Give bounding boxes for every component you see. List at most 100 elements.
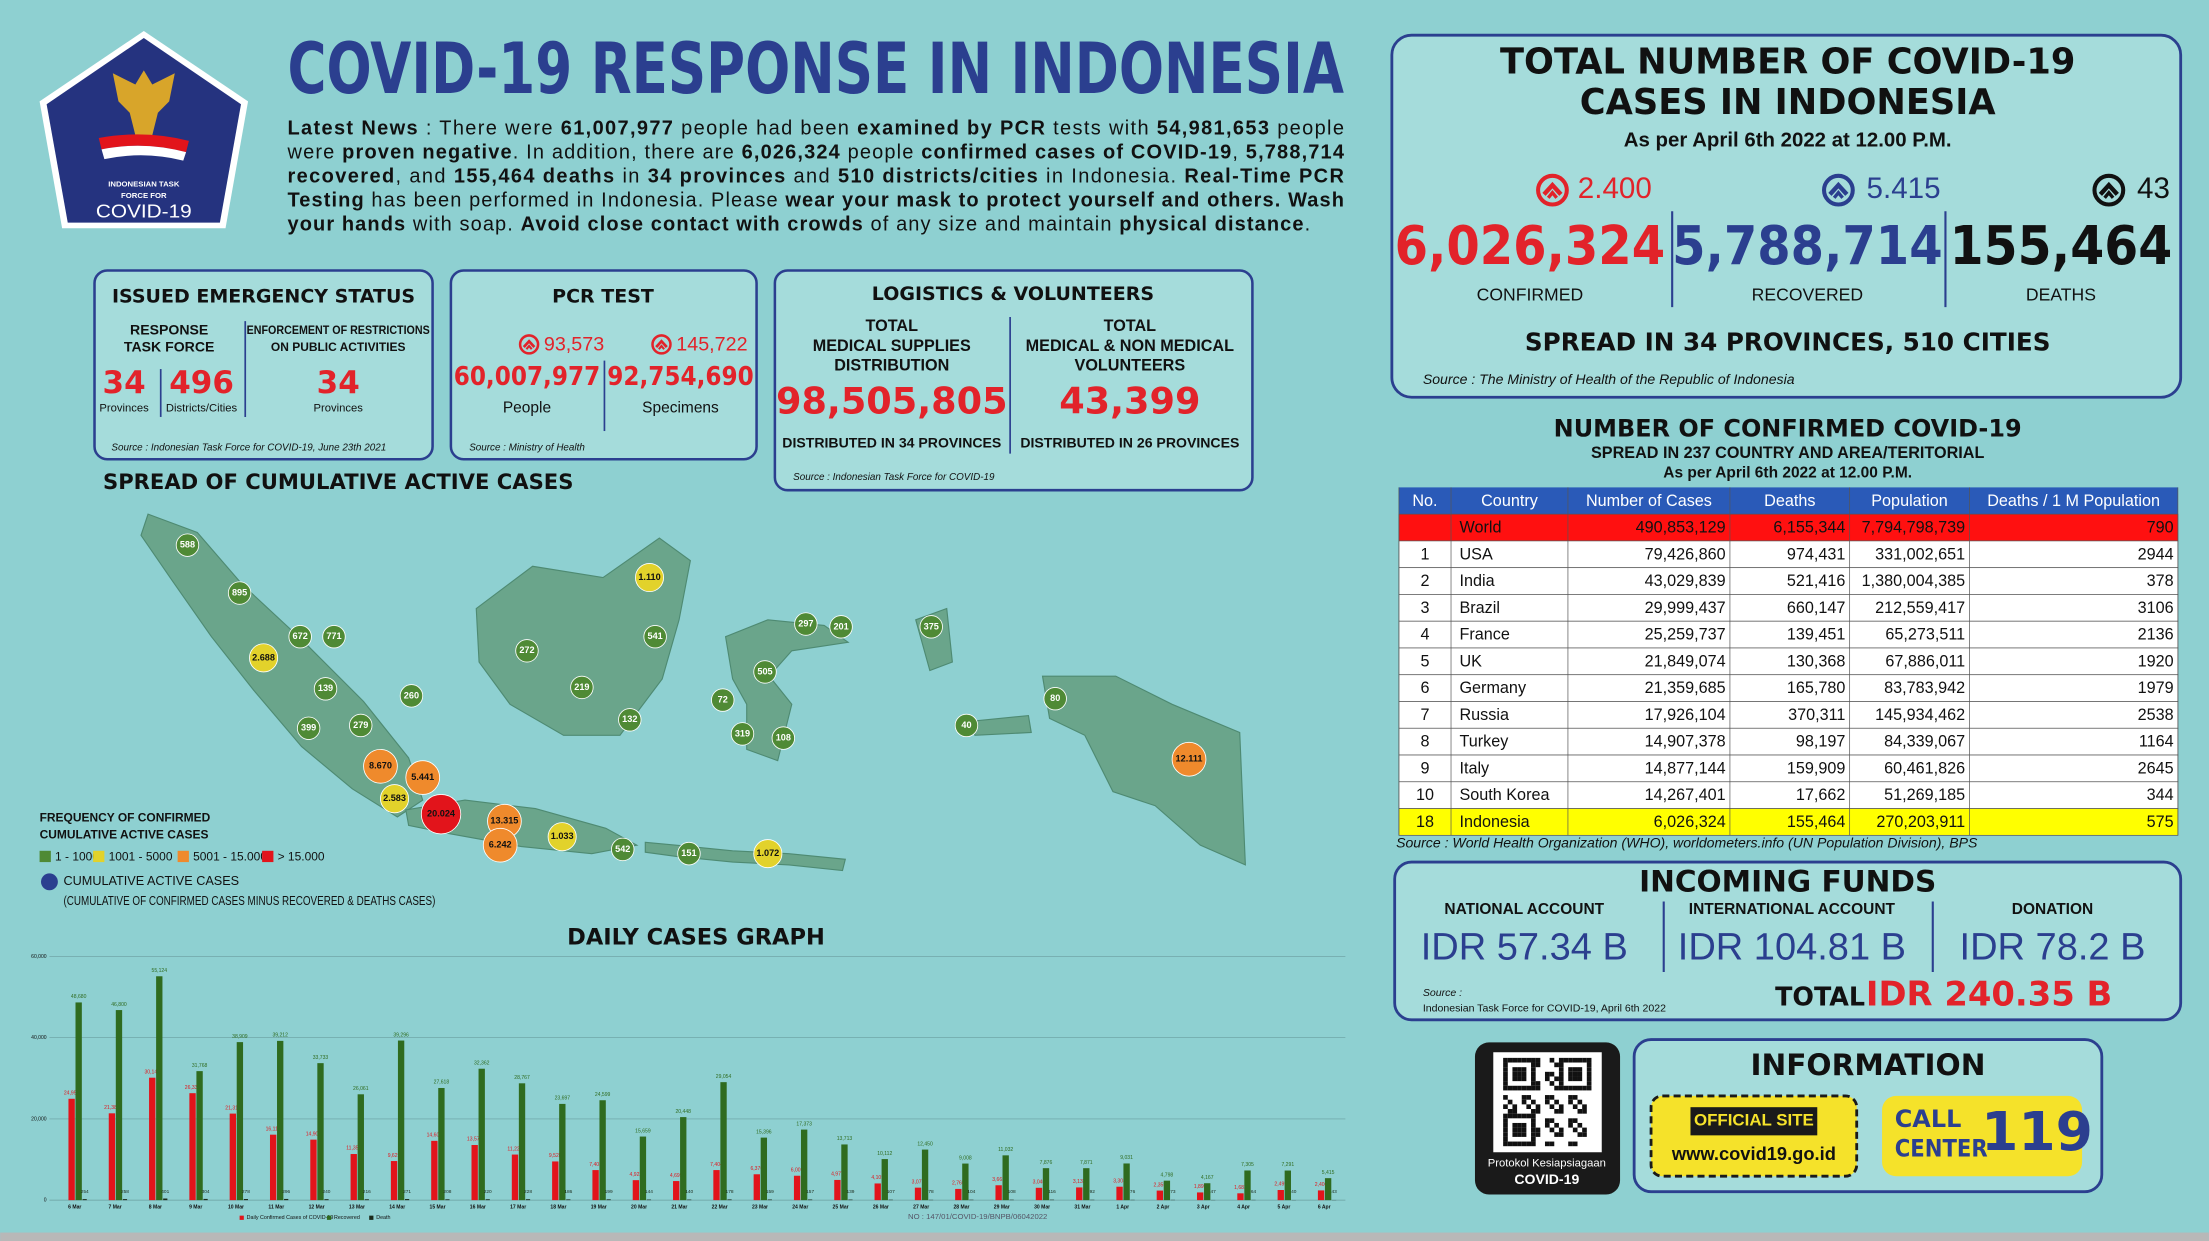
value-label: 140 <box>685 1189 693 1195</box>
value-label: 4,167 <box>1201 1175 1214 1181</box>
qr-module <box>1549 1057 1555 1063</box>
bar <box>1042 1168 1050 1201</box>
column-head: RESPONSE <box>130 322 208 338</box>
table-cell: Russia <box>1459 706 1508 724</box>
increase-value: 5.415 <box>1867 172 1941 205</box>
qr-module <box>1507 1141 1513 1147</box>
qr-module <box>1535 1127 1541 1133</box>
table-cell: 21,359,685 <box>1645 679 1726 697</box>
value-label: 2,400 <box>1315 1182 1328 1188</box>
stat-value: 92,754,690 <box>607 362 753 392</box>
table-cell: 67,886,011 <box>1885 652 1965 670</box>
qr-module <box>1512 1071 1518 1077</box>
call-label: CALL <box>1895 1105 1962 1133</box>
qr-module <box>1517 1113 1522 1119</box>
qr-module <box>1572 1141 1578 1147</box>
table-header: No. <box>1412 492 1437 510</box>
bar <box>364 1199 369 1201</box>
map-bubble <box>635 563 665 593</box>
value-label: 47 <box>1211 1189 1217 1195</box>
bar <box>1196 1192 1204 1201</box>
bar <box>727 1199 732 1201</box>
bar <box>310 1139 317 1201</box>
value-label: 228 <box>524 1189 532 1195</box>
map-title: SPREAD OF CUMULATIVE ACTIVE CASES <box>103 469 573 494</box>
qr-module <box>1582 1057 1587 1063</box>
bar <box>639 1136 647 1201</box>
bar <box>284 1198 289 1201</box>
stat-note: DISTRIBUTED IN 26 PROVINCES <box>1020 434 1239 450</box>
value-label: 76 <box>1130 1189 1136 1195</box>
table-cell: 29,999,437 <box>1645 599 1726 617</box>
garuda <box>112 70 175 136</box>
map-bubble-label: 297 <box>798 618 813 628</box>
value-label: 401 <box>161 1189 169 1195</box>
value-label: 21,380 <box>104 1105 120 1111</box>
qr-module <box>1554 1109 1559 1114</box>
bar <box>713 1170 720 1201</box>
qr-module <box>1503 1085 1508 1091</box>
qr-module <box>1558 1127 1564 1133</box>
legend-label: Death <box>376 1215 390 1221</box>
qr-module <box>1572 1127 1578 1133</box>
qr-module <box>1554 1062 1559 1068</box>
qr-module <box>1558 1132 1564 1137</box>
bar <box>808 1199 813 1201</box>
table-cell: 25,259,737 <box>1645 626 1726 644</box>
map-bubble <box>482 827 518 863</box>
increase-value: 43 <box>2137 172 2170 205</box>
table-cell: 2645 <box>2138 759 2174 777</box>
value-label: 43 <box>1331 1189 1337 1195</box>
news-line: were proven negative. In addition, there… <box>286 142 1344 164</box>
information-title: INFORMATION <box>1750 1048 1985 1082</box>
value-label: 12,450 <box>917 1141 933 1147</box>
news-text: , and <box>396 166 453 188</box>
qr-module <box>1577 1067 1583 1072</box>
qr-module <box>1503 1057 1508 1063</box>
news-text: . <box>1305 214 1311 236</box>
bar <box>350 1154 357 1201</box>
map-bubble-label: 895 <box>232 587 247 597</box>
table-cell: India <box>1459 572 1494 590</box>
qr-module <box>1521 1099 1527 1105</box>
map-bubble-label: 771 <box>326 631 341 641</box>
qr-module <box>1572 1076 1578 1082</box>
qr-module <box>1568 1071 1573 1077</box>
logo-text: FORCE FOR <box>121 191 167 200</box>
value-label: 4,977 <box>831 1172 844 1178</box>
funds-head: NATIONAL ACCOUNT <box>1444 901 1604 918</box>
qr-module <box>1531 1132 1536 1137</box>
x-tick-label: 13 Mar <box>349 1205 365 1211</box>
x-tick-label: 12 Mar <box>309 1205 325 1211</box>
stat-note: DISTRIBUTED IN 34 PROVINCES <box>782 434 1001 450</box>
map-bubble <box>227 581 252 605</box>
table-cell: 79,426,860 <box>1645 545 1726 563</box>
map-bubble <box>753 839 783 869</box>
value-label: 278 <box>242 1189 250 1195</box>
qr-module <box>1582 1109 1587 1114</box>
news-bold: 510 districts/cities <box>838 166 1038 188</box>
qr-module <box>1572 1067 1578 1072</box>
column-head: ON PUBLIC ACTIVITIES <box>271 340 406 354</box>
table-cell: 344 <box>2147 786 2174 804</box>
total-label: DEATHS <box>2026 284 2096 304</box>
value-label: 16,119 <box>266 1126 281 1132</box>
bar <box>357 1094 364 1201</box>
map-bubble <box>380 784 410 814</box>
bar <box>632 1180 640 1201</box>
x-tick-label: 7 Mar <box>108 1205 121 1211</box>
source: Indonesian Task Force for COVID-19, Apri… <box>1423 1002 1666 1014</box>
table-cell: 159,909 <box>1787 759 1846 777</box>
value-label: 11,032 <box>998 1147 1013 1153</box>
value-label: 13,713 <box>837 1136 853 1142</box>
map-bubble <box>677 841 701 866</box>
qr-module <box>1582 1104 1587 1110</box>
qr-module <box>1503 1122 1508 1128</box>
value-label: 5,415 <box>1322 1170 1335 1176</box>
value-label: 31,768 <box>192 1063 208 1069</box>
total-label: RECOVERED <box>1752 284 1863 304</box>
funds-value: IDR 78.2 B <box>1960 926 2146 968</box>
stat-value: 98,505,805 <box>776 379 1008 422</box>
bar <box>163 1198 168 1201</box>
table-cell: 3 <box>1420 599 1429 617</box>
